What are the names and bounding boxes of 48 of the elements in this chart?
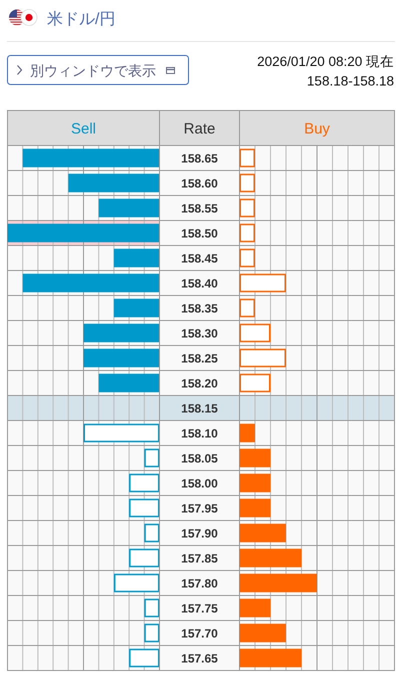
bar [240, 548, 302, 568]
bar [240, 498, 270, 518]
y-tick-label: 158.40 [181, 276, 218, 290]
bar [240, 174, 255, 192]
y-tick-label: 157.70 [181, 626, 218, 640]
y-tick-label: 157.95 [181, 502, 218, 516]
bar [240, 524, 286, 542]
bar [240, 598, 270, 618]
y-axis-title: Rate [184, 120, 216, 138]
y-tick-label: 157.75 [181, 602, 218, 616]
y-tick-label: 158.60 [181, 176, 218, 190]
bar [240, 274, 286, 292]
bar [240, 574, 317, 592]
y-tick-label: 158.45 [181, 252, 218, 266]
y-tick-label: 158.10 [181, 426, 218, 440]
y-tick-label: 157.65 [181, 652, 218, 666]
bar [240, 348, 286, 368]
y-tick-label: 157.90 [181, 526, 218, 540]
y-tick-label: 158.25 [181, 352, 218, 366]
bar [240, 424, 255, 442]
text: 2026/01/20 08:20 現在 [257, 54, 394, 69]
bar [240, 624, 286, 642]
y-tick-label: 158.35 [181, 302, 218, 316]
bar [240, 198, 255, 218]
bar [240, 248, 255, 268]
bar [240, 148, 255, 168]
bar [240, 648, 302, 668]
bar [240, 474, 270, 492]
bar [240, 374, 270, 392]
bar [240, 298, 255, 318]
y-tick-label: 157.85 [181, 552, 218, 566]
bar [240, 324, 270, 342]
series-label: Sell [70, 120, 96, 138]
y-tick-label: 158.55 [181, 202, 218, 216]
y-tick-label: 157.80 [181, 576, 218, 590]
y-tick-label: 158.20 [181, 376, 218, 390]
y-tick-label: 158.65 [181, 152, 218, 166]
bar [240, 224, 255, 242]
y-tick-label: 158.30 [181, 326, 218, 340]
y-tick-label: 158.15 [181, 402, 218, 416]
y-tick-label: 158.00 [181, 476, 218, 490]
bar [240, 448, 270, 468]
y-tick-label: 158.50 [181, 226, 218, 240]
text: Buy [304, 120, 330, 138]
y-tick-label: 158.05 [181, 452, 218, 466]
text: 別ウィンドウで表示 [30, 62, 156, 78]
text: 158.18-158.18 [306, 74, 394, 88]
chart-title: 米ドル/円 [47, 10, 116, 28]
